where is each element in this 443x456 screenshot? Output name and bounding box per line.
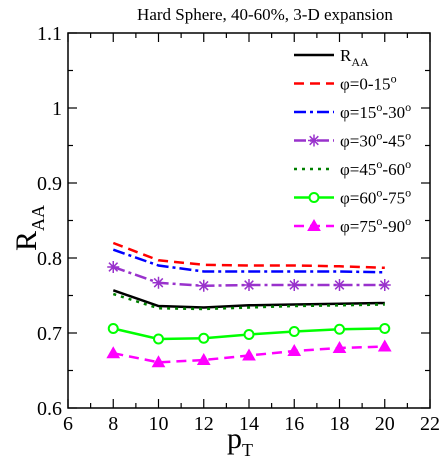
legend-label-text: -60 <box>382 160 405 179</box>
legend-label-text: φ=45 <box>340 160 376 179</box>
x-axis-label-sub: T <box>242 440 253 456</box>
legend-label-sup: o <box>376 214 382 228</box>
y-tick-label: 1.1 <box>37 23 62 45</box>
legend-label-text: -90 <box>382 217 405 236</box>
legend-label-sup: o <box>376 129 382 143</box>
legend-label-sup: o <box>405 100 411 114</box>
x-tick-label: 10 <box>149 413 169 435</box>
legend-label: RAA <box>340 46 369 69</box>
data-point <box>152 276 165 289</box>
legend-label: φ=75o-90o <box>340 214 411 236</box>
y-tick-label: 0.7 <box>37 323 62 345</box>
y-axis-label-sub: AA <box>28 205 48 231</box>
series-6 <box>106 339 392 368</box>
data-point <box>243 279 255 291</box>
legend-marker <box>308 192 320 203</box>
x-tick-label: 6 <box>63 413 73 435</box>
x-axis-label-main: p <box>227 422 242 455</box>
legend-marker <box>308 134 320 147</box>
data-point <box>379 323 391 334</box>
legend-label-text: φ=0-15 <box>340 75 391 94</box>
series-4 <box>112 292 385 311</box>
data-point <box>334 323 345 335</box>
x-tick-label: 16 <box>284 413 304 435</box>
data-point <box>197 279 210 292</box>
data-point <box>333 279 346 291</box>
legend-marker <box>307 218 321 231</box>
series-0 <box>112 289 385 309</box>
x-tick-label: 12 <box>194 413 214 435</box>
legend-label-text: -75 <box>382 189 405 208</box>
legend-label-sup: o <box>405 186 411 200</box>
legend: RAAφ=0-15oφ=15o-30oφ=30o-45oφ=45o-60oφ=6… <box>294 46 411 236</box>
x-tick-label: 22 <box>420 413 440 435</box>
data-point <box>107 323 119 334</box>
series-line <box>112 292 385 311</box>
legend-label-base: R <box>340 46 352 65</box>
legend-label-sup: o <box>376 186 382 200</box>
data-point <box>242 348 256 361</box>
chart-title: Hard Sphere, 40-60%, 3-D expansion <box>137 5 393 24</box>
legend-label-text: φ=30 <box>340 132 376 151</box>
x-tick-label: 14 <box>239 413 259 435</box>
legend-label: φ=0-15o <box>340 72 397 94</box>
legend-label-text: φ=75 <box>340 217 376 236</box>
x-tick-label: 20 <box>375 413 395 435</box>
legend-label-text: -30 <box>382 103 405 122</box>
axes: 6 8 10 12 14 16 18 20 22 0.6 0.7 0.8 0.9 1 1.1 <box>37 23 440 435</box>
data-point <box>288 326 300 337</box>
series-2 <box>112 248 385 274</box>
y-tick-label: 0.9 <box>37 173 62 195</box>
y-axis-label-main: R <box>10 231 43 251</box>
data-point <box>106 346 121 359</box>
data-point <box>288 279 301 291</box>
data-point <box>153 333 164 345</box>
data-point <box>151 355 166 368</box>
data-point <box>287 343 302 356</box>
data-point <box>196 352 211 365</box>
data-point <box>378 279 391 291</box>
legend-label: φ=15o-30o <box>340 100 411 122</box>
legend-label-sup: o <box>405 129 411 143</box>
data-point <box>243 329 255 340</box>
data-point <box>377 339 392 352</box>
legend-label: φ=60o-75o <box>340 186 411 208</box>
y-tick-label: 0.6 <box>37 398 62 420</box>
series-line <box>112 248 385 274</box>
legend-label-text: φ=60 <box>340 189 376 208</box>
legend-label-sup: o <box>405 214 411 228</box>
y-axis-label: RAA <box>10 205 48 251</box>
series-line <box>112 241 385 270</box>
x-tick-label: 18 <box>330 413 350 435</box>
series-1 <box>112 241 385 270</box>
legend-label-sup: o <box>376 100 382 114</box>
x-axis-label: pT <box>227 422 253 456</box>
series-5 <box>107 323 391 345</box>
y-tick-label: 1 <box>52 98 62 120</box>
series-layer <box>106 241 392 368</box>
legend-label: φ=30o-45o <box>340 129 411 151</box>
legend-label-sup: o <box>405 157 411 171</box>
legend-label-sub: AA <box>351 55 369 69</box>
legend-label-text: -45 <box>382 132 405 151</box>
x-tick-label: 8 <box>108 413 118 435</box>
series-line <box>112 289 385 309</box>
data-point <box>198 332 210 344</box>
legend-label-text: φ=15 <box>340 103 376 122</box>
legend-label-sup: o <box>376 157 382 171</box>
data-point <box>107 261 120 273</box>
data-point <box>332 340 347 353</box>
y-tick-label: 0.8 <box>37 248 62 270</box>
series-3 <box>107 261 391 292</box>
legend-label-sup: o <box>391 72 397 86</box>
legend-label: φ=45o-60o <box>340 157 411 179</box>
